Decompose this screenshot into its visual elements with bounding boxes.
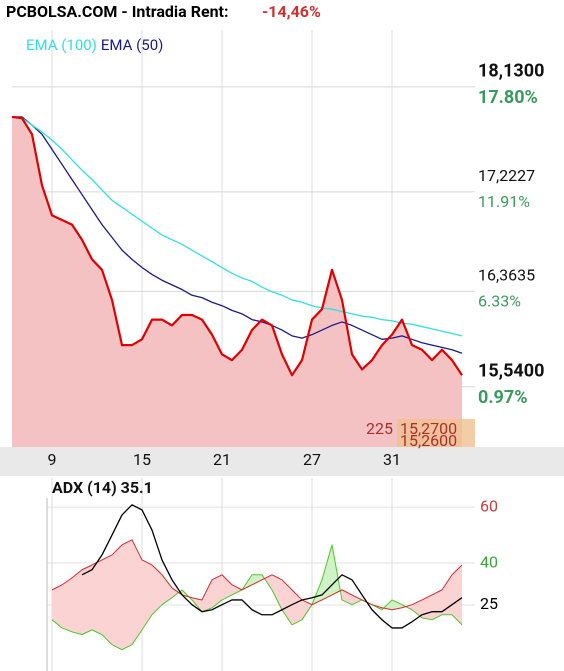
annotation-box [397, 419, 475, 447]
header-rent: -14,46% [262, 2, 321, 21]
di-fill [292, 589, 302, 625]
y2-tick-label: 0.97% [478, 387, 528, 408]
x-axis-band [0, 447, 564, 476]
di-fill [272, 574, 282, 610]
di-fill [142, 559, 152, 630]
di-fill [232, 584, 242, 595]
panel-title: ADX (14) 35.1 [52, 478, 153, 497]
price-line [11, 115, 463, 377]
y2-tick-label: 6.33% [478, 292, 521, 311]
di-fill [72, 569, 82, 635]
di-fill [212, 574, 222, 608]
di-fill [82, 564, 92, 635]
y-tick-label: 60 [480, 496, 498, 515]
di-fill [102, 554, 112, 645]
di-fill [262, 574, 272, 590]
di-fill [452, 564, 462, 625]
legend-entry: EMA (50) [101, 36, 163, 54]
di-fill [152, 564, 162, 615]
adx-line [51, 544, 463, 651]
y-tick-label: 16,3635 [478, 266, 535, 285]
di-fill [92, 559, 102, 635]
di-fill [202, 579, 212, 612]
annotation: 15,2700 [400, 419, 457, 438]
di-fill [302, 599, 312, 620]
di-fill [282, 579, 292, 625]
di-fill [122, 539, 132, 650]
di-fill [442, 574, 452, 615]
di-fill [322, 544, 332, 600]
adx-line [81, 504, 463, 629]
legend-entry: EMA (100) [26, 36, 97, 54]
x-tick-label: 21 [213, 450, 231, 469]
di-fill [112, 544, 122, 650]
adx-line [51, 539, 463, 611]
y2-tick-label: 17.80% [478, 87, 538, 108]
y-tick-label: 18,1300 [478, 61, 544, 82]
di-fill [392, 599, 402, 610]
di-fill [62, 577, 72, 632]
di-fill [352, 594, 362, 605]
y-tick-label: 40 [480, 552, 498, 571]
di-fill [52, 584, 62, 628]
di-fill [252, 574, 262, 585]
x-tick-label: 27 [303, 450, 321, 469]
x-tick-label: 15 [133, 450, 151, 469]
annotation: 15,2600 [400, 431, 457, 450]
ema-line [11, 116, 463, 337]
y2-tick-label: 11.91% [478, 192, 530, 211]
y-tick-label: 25 [480, 594, 498, 613]
x-tick-label: 9 [48, 450, 57, 469]
price-area [12, 116, 462, 447]
x-tick-label: 31 [383, 450, 401, 469]
di-fill [412, 599, 422, 618]
y-tick-label: 17,2227 [478, 166, 535, 185]
annotation: 225 [366, 419, 393, 438]
header-title: PCBOLSA.COM - Intradia Rent: [6, 2, 228, 21]
y-tick-label: 15,5400 [478, 361, 544, 382]
di-fill [222, 574, 232, 600]
di-fill [132, 539, 142, 645]
di-fill [162, 574, 172, 605]
